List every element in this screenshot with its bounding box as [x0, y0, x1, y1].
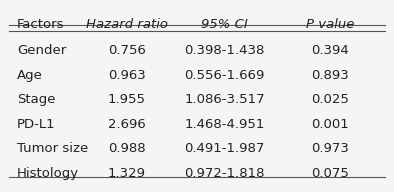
Text: 0.972-1.818: 0.972-1.818 — [184, 167, 265, 180]
Text: 2.696: 2.696 — [108, 118, 145, 131]
Text: Gender: Gender — [17, 44, 66, 57]
Text: 0.893: 0.893 — [311, 69, 349, 82]
Text: 0.491-1.987: 0.491-1.987 — [184, 142, 265, 155]
Text: 0.988: 0.988 — [108, 142, 145, 155]
Text: 0.075: 0.075 — [311, 167, 349, 180]
Text: Stage: Stage — [17, 93, 56, 106]
Text: 1.468-4.951: 1.468-4.951 — [184, 118, 265, 131]
Text: 1.086-3.517: 1.086-3.517 — [184, 93, 265, 106]
Text: 0.025: 0.025 — [311, 93, 349, 106]
Text: 1.329: 1.329 — [108, 167, 145, 180]
Text: 0.963: 0.963 — [108, 69, 145, 82]
Text: 0.394: 0.394 — [311, 44, 349, 57]
Text: 0.398-1.438: 0.398-1.438 — [184, 44, 265, 57]
Text: 0.973: 0.973 — [311, 142, 349, 155]
Text: P value: P value — [306, 18, 354, 31]
Text: 0.756: 0.756 — [108, 44, 145, 57]
Text: Age: Age — [17, 69, 43, 82]
Text: 0.001: 0.001 — [311, 118, 349, 131]
Text: 1.955: 1.955 — [108, 93, 145, 106]
Text: 95% CI: 95% CI — [201, 18, 248, 31]
Text: Tumor size: Tumor size — [17, 142, 88, 155]
Text: Factors: Factors — [17, 18, 65, 31]
Text: Histology: Histology — [17, 167, 79, 180]
Text: Hazard ratio: Hazard ratio — [85, 18, 167, 31]
Text: 0.556-1.669: 0.556-1.669 — [184, 69, 265, 82]
Text: PD-L1: PD-L1 — [17, 118, 56, 131]
